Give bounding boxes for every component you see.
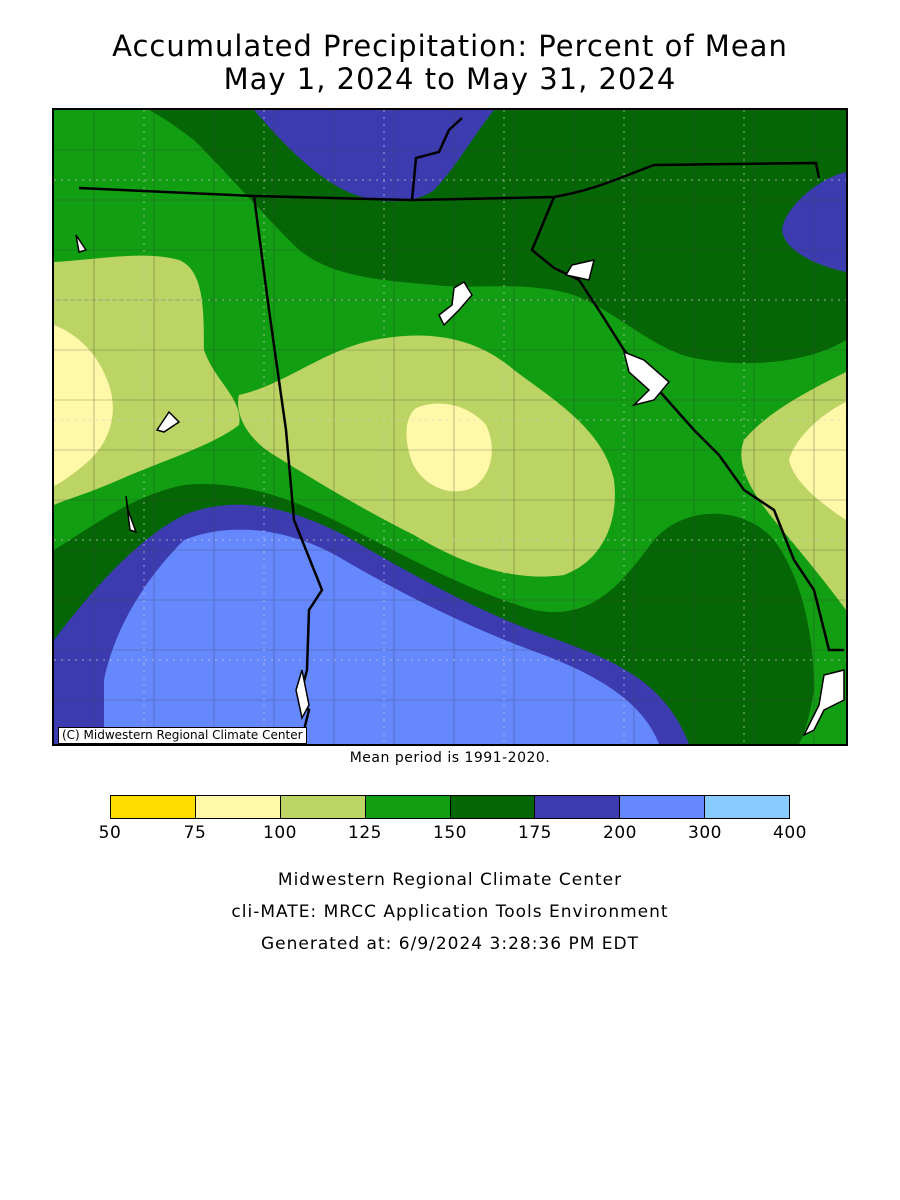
copyright-label: (C) Midwestern Regional Climate Center — [58, 727, 307, 744]
legend-swatch — [705, 796, 789, 818]
legend-tick-label: 300 — [688, 823, 722, 843]
zone-175-200-north — [254, 110, 494, 202]
zone-75-100-central — [406, 403, 492, 492]
water-bodies — [75, 234, 845, 737]
legend-swatch — [280, 796, 366, 818]
legend-swatch — [450, 796, 536, 818]
color-legend — [110, 795, 790, 819]
legend-swatch — [620, 796, 706, 818]
zone-200-300-south — [104, 529, 659, 744]
map-title: Accumulated Precipitation: Percent of Me… — [112, 29, 788, 63]
map-canvas — [54, 110, 846, 744]
precipitation-map — [52, 108, 848, 746]
legend-tick-label: 150 — [433, 823, 467, 843]
legend-swatch — [111, 796, 196, 818]
legend-tick-label: 100 — [263, 823, 297, 843]
legend-tick-label: 400 — [773, 823, 807, 843]
graticule — [54, 110, 846, 744]
zone-75-100-west — [54, 325, 113, 486]
legend-tick-label: 125 — [348, 823, 382, 843]
footer-organization: Midwestern Regional Climate Center — [277, 870, 623, 890]
legend-tick-label: 175 — [518, 823, 552, 843]
map-date-range: May 1, 2024 to May 31, 2024 — [223, 62, 677, 96]
footer-generated: Generated at: 6/9/2024 3:28:36 PM EDT — [260, 934, 640, 954]
legend-tick-label: 75 — [183, 823, 207, 843]
zone-75-100-east — [789, 402, 846, 520]
legend-swatch — [365, 796, 451, 818]
legend-swatch — [195, 796, 281, 818]
legend-tick-label: 200 — [603, 823, 637, 843]
legend-swatch — [535, 796, 621, 818]
footer-tool: cli-MATE: MRCC Application Tools Environ… — [231, 902, 669, 922]
legend-tick-label: 50 — [98, 823, 122, 843]
mean-period-note: Mean period is 1991-2020. — [349, 750, 551, 766]
